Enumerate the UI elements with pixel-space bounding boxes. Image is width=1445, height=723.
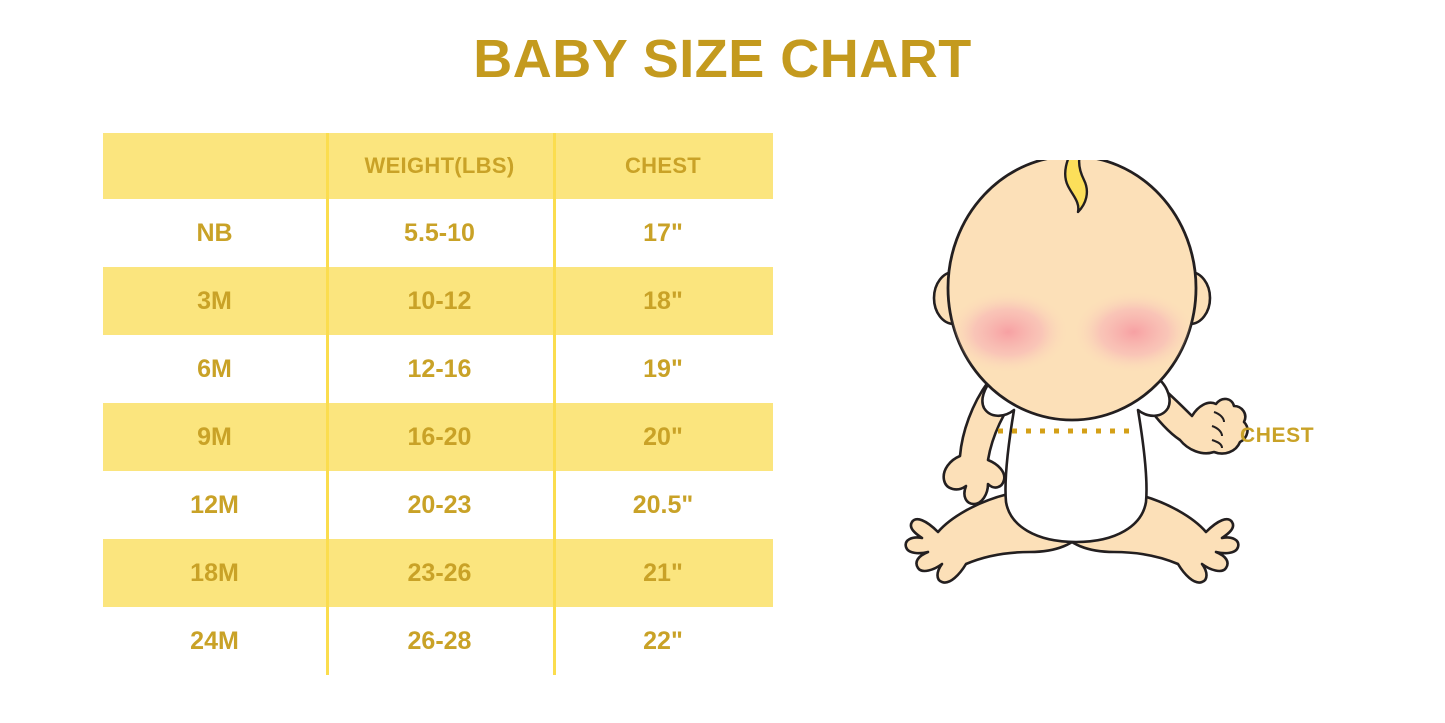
cell-weight: 12-16	[407, 354, 472, 383]
cell-weight: 5.5-10	[404, 218, 475, 247]
cell-size: 3M	[197, 286, 232, 315]
blush-left	[948, 290, 1070, 374]
cell-chest: 20.5"	[632, 490, 694, 519]
page-title: BABY SIZE CHART	[473, 29, 972, 89]
cell-chest: 20"	[643, 422, 683, 451]
table-header-row: WEIGHT(LBS) CHEST	[103, 133, 773, 199]
cell-weight: 26-28	[407, 626, 472, 655]
table-row: 9M 16-20 20"	[103, 403, 773, 471]
cell-size: 6M	[197, 354, 232, 383]
cell-chest: 21"	[643, 558, 683, 587]
cell-weight: 10-12	[407, 286, 472, 315]
chest-measure-label: CHEST	[1240, 424, 1315, 447]
baby-illustration	[904, 160, 1249, 584]
cell-size: NB	[196, 218, 233, 247]
cell-chest: 18"	[643, 286, 683, 315]
cell-size: 24M	[190, 626, 239, 655]
cell-size: 12M	[190, 490, 239, 519]
cell-weight: 16-20	[407, 422, 472, 451]
cell-size: 9M	[197, 422, 232, 451]
column-divider-1	[326, 133, 329, 675]
cell-weight: 20-23	[407, 490, 472, 519]
table-row: 6M 12-16 19"	[103, 335, 773, 403]
cell-chest: 22"	[643, 626, 683, 655]
baby-right-arm	[1144, 380, 1249, 455]
header-cell-weight: WEIGHT(LBS)	[364, 153, 515, 178]
baby-head	[946, 160, 1198, 422]
table-row: 18M 23-26 21"	[103, 539, 773, 607]
column-divider-2	[553, 133, 556, 675]
cell-chest: 17"	[643, 218, 683, 247]
cell-size: 18M	[190, 558, 239, 587]
table-row: 12M 20-23 20.5"	[103, 471, 773, 539]
baby-hair-curl	[1064, 160, 1089, 214]
table-row: NB 5.5-10 17"	[103, 199, 773, 267]
size-table: WEIGHT(LBS) CHEST NB 5.5-10 17" 3M 10-12…	[103, 133, 773, 675]
table-row: 24M 26-28 22"	[103, 607, 773, 675]
blush-right	[1072, 290, 1196, 374]
table-row: 3M 10-12 18"	[103, 267, 773, 335]
cell-weight: 23-26	[407, 558, 472, 587]
header-cell-chest: CHEST	[624, 153, 702, 178]
cell-chest: 19"	[643, 354, 683, 383]
